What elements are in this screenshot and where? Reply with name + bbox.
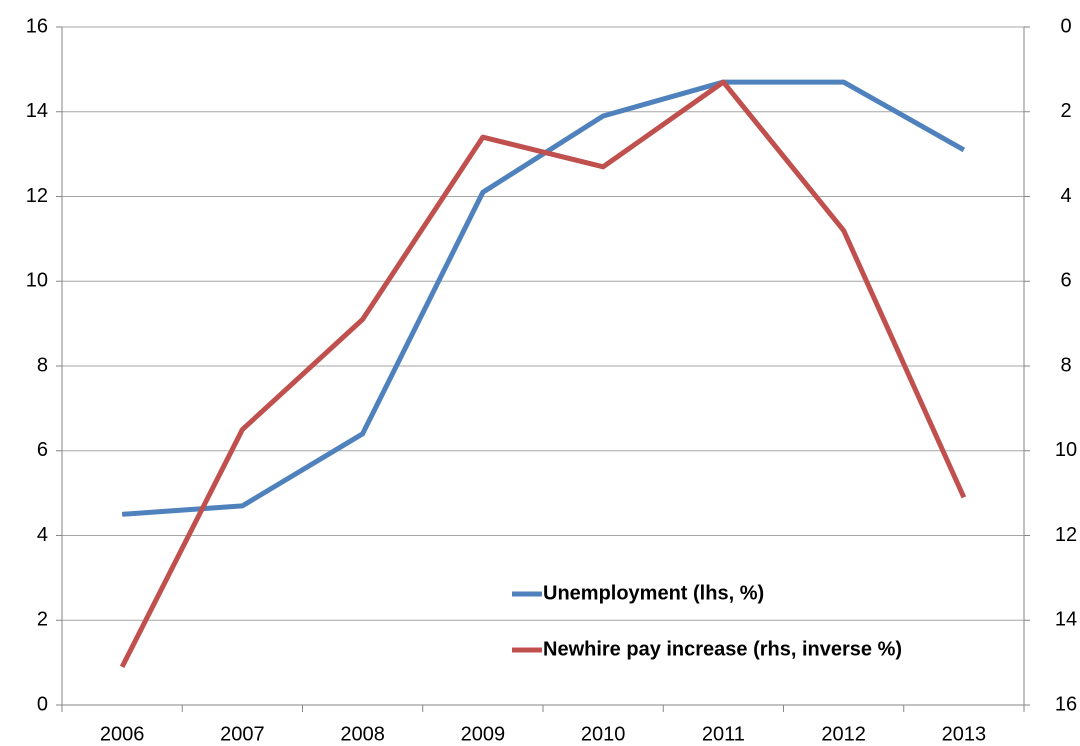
y2-tick-label: 14 xyxy=(1055,609,1077,631)
series-line xyxy=(119,79,967,668)
legend-label: Unemployment (lhs, %) xyxy=(543,582,764,604)
y-tick-label: 2 xyxy=(37,609,48,631)
x-tick-label: 2013 xyxy=(942,723,987,745)
y2-tick-label: 6 xyxy=(1060,270,1071,292)
x-tick-label: 2008 xyxy=(340,723,385,745)
x-tick-label: 2012 xyxy=(821,723,866,745)
x-tick-label: 2010 xyxy=(581,723,626,745)
legend-label: Newhire pay increase (rhs, inverse %) xyxy=(543,638,902,660)
y-tick-label: 12 xyxy=(26,185,48,207)
x-tick-label: 2011 xyxy=(702,723,745,745)
x-tick-label: 2006 xyxy=(100,723,145,745)
y2-tick-label: 4 xyxy=(1060,185,1071,207)
x-tick-label: 2007 xyxy=(220,723,265,745)
y2-tick-label: 8 xyxy=(1060,354,1071,376)
y-tick-label: 4 xyxy=(37,524,48,546)
y2-tick-label: 10 xyxy=(1055,439,1077,461)
y-tick-label: 14 xyxy=(26,100,48,122)
y2-tick-label: 12 xyxy=(1055,524,1077,546)
series-line xyxy=(121,79,966,517)
y-tick-label: 16 xyxy=(26,15,48,37)
y-tick-label: 8 xyxy=(37,354,48,376)
y2-tick-label: 0 xyxy=(1060,15,1071,37)
y-tick-label: 0 xyxy=(37,693,48,715)
y2-tick-label: 16 xyxy=(1055,693,1077,715)
x-tick-label: 2009 xyxy=(461,723,506,745)
y-tick-label: 6 xyxy=(37,439,48,461)
y-tick-label: 10 xyxy=(26,270,48,292)
y2-tick-label: 2 xyxy=(1060,100,1071,122)
